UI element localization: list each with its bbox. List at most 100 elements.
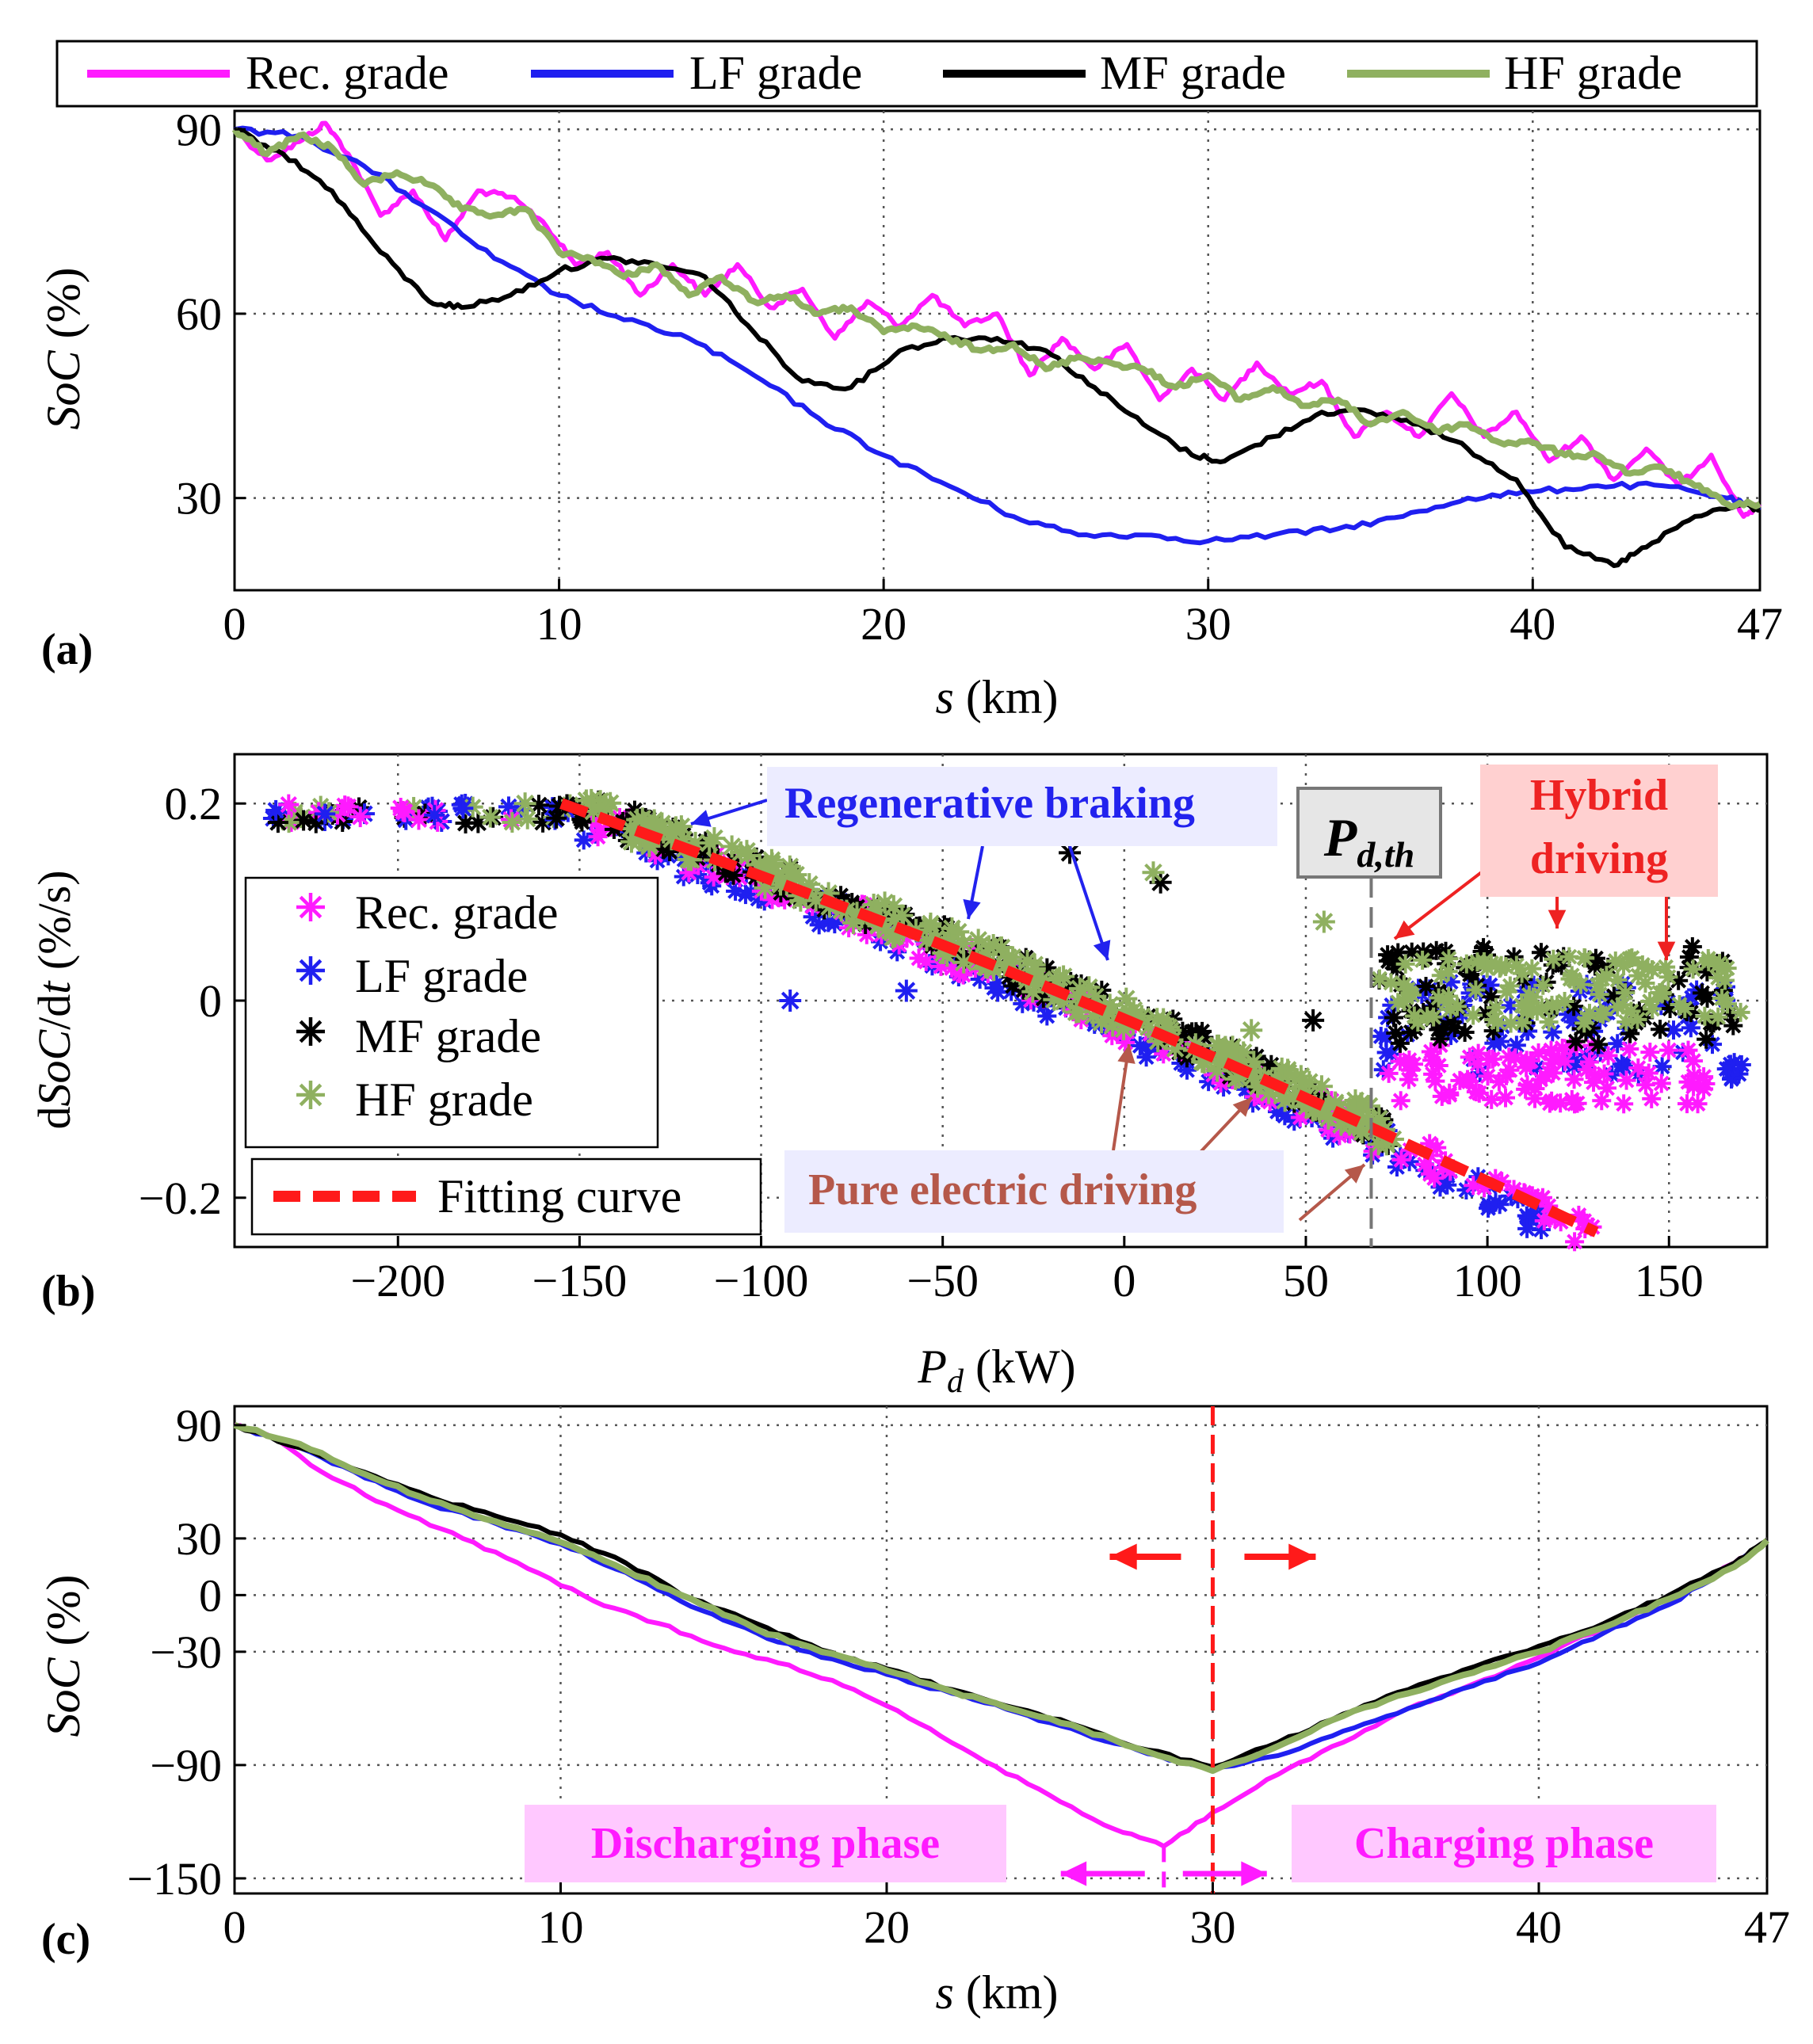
scatter-point-53	[338, 796, 359, 818]
scatter-point-1131	[1650, 982, 1670, 1002]
panel-b-label: (b)	[41, 1267, 95, 1316]
legend-b-mark-hf	[296, 1081, 325, 1109]
scatter-point-905	[1432, 1086, 1452, 1106]
scatter-point-1027	[1445, 1018, 1464, 1038]
legend-a-mf: MF grade	[1100, 47, 1286, 99]
panel-c-ytick-5: 90	[176, 1400, 222, 1451]
scatter-point-924	[1517, 1051, 1536, 1070]
panel-a-series-hf	[231, 127, 1761, 510]
scatter-point-1134	[1628, 966, 1648, 986]
regen-box	[767, 767, 1277, 846]
legend-b-fit: Fitting curve	[437, 1170, 681, 1222]
hybrid-arrow-2	[1548, 897, 1567, 929]
scatter-point-935	[1678, 1040, 1698, 1060]
scatter-point-936	[1577, 1060, 1597, 1080]
panel-c-ytick-4: 30	[176, 1513, 222, 1565]
scatter-point-69	[315, 803, 336, 825]
scatter-point-1106	[1613, 995, 1632, 1015]
scatter-point-858	[1614, 1094, 1634, 1114]
scatter-point-1113	[1477, 959, 1497, 978]
scatter-point-911	[1567, 1093, 1587, 1113]
scatter-point-1080	[1616, 983, 1636, 1003]
panel-a-ytick-1: 60	[176, 288, 222, 340]
scatter-point-965	[1697, 1029, 1716, 1049]
scatter-point-918	[1584, 1073, 1604, 1093]
panel-b-xtick-0: −200	[350, 1255, 445, 1306]
panel-b-xtick-5: 50	[1283, 1255, 1329, 1306]
panel-c-frame	[233, 1405, 1769, 1895]
scatter-point-1052	[1500, 976, 1520, 996]
scatter-point-939	[1555, 1051, 1575, 1071]
scatter-point-1133	[1527, 1001, 1547, 1021]
scatter-point-1112	[1698, 949, 1718, 969]
scatter-point-968	[1650, 1020, 1670, 1039]
scatter-point-1062	[1522, 959, 1542, 978]
scatter-point-937	[1525, 1089, 1545, 1108]
scatter-point-1144	[1302, 1009, 1325, 1032]
scatter-point-926	[1684, 1066, 1704, 1086]
scatter-point-1003	[1693, 983, 1712, 1003]
scatter-point-826	[1652, 1057, 1672, 1077]
scatter-point-675	[891, 904, 914, 927]
panel-b-ytick-1: 0	[199, 975, 222, 1027]
scatter-point-1057	[1395, 954, 1415, 974]
panel-c-ylabel: SoC (%)	[37, 1575, 90, 1737]
scatter-point-1132	[1708, 1007, 1728, 1027]
legend-b-star-hf	[296, 1081, 325, 1109]
panel-b-xtick-7: 150	[1635, 1255, 1704, 1306]
scatter-point-1148	[513, 792, 536, 815]
regen-arrow-2	[963, 845, 984, 920]
scatter-point-1128	[1675, 998, 1695, 1018]
panel-b-legend: Rec. grade LF grade MF grade HF grade Fi…	[244, 876, 762, 1236]
legend-b-lf: LF grade	[355, 950, 528, 1002]
scatter-point-1071	[1413, 950, 1433, 970]
scatter-point-907	[1499, 1047, 1519, 1067]
pure-arrow-1	[1112, 1043, 1136, 1151]
scatter-point-1147	[1240, 1019, 1263, 1042]
scatter-point-284	[1415, 1154, 1435, 1174]
panel-c-xtick-2: 20	[864, 1901, 910, 1953]
scatter-point-854	[1678, 1094, 1697, 1114]
panel-a-xtick-5: 47	[1737, 598, 1783, 650]
scatter-point-1065	[1628, 1009, 1647, 1029]
panel-a-xtick-1: 10	[536, 598, 582, 650]
scatter-point-1079	[1559, 947, 1579, 967]
scatter-point-934	[1468, 1054, 1487, 1073]
scatter-point-726	[1052, 965, 1075, 988]
legend-b-star-mf	[296, 1017, 325, 1046]
scatter-point-1138	[1577, 1008, 1597, 1028]
scatter-point-68	[394, 801, 415, 822]
panel-a-ylabel: SoC (%)	[37, 268, 90, 430]
scatter-point-882	[1658, 1040, 1678, 1060]
legend-b-frame	[244, 876, 659, 1149]
scatter-point-929	[1540, 1093, 1559, 1113]
panel-c-series-hf	[233, 1422, 1769, 1775]
scatter-point-1061	[1466, 980, 1486, 1000]
pure-box	[784, 1150, 1284, 1233]
divider-arrow-right	[1244, 1543, 1316, 1570]
regen-arrow-1	[690, 799, 768, 827]
panel-c-ytick-3: 0	[199, 1569, 222, 1621]
scatter-point-1118	[1533, 975, 1553, 995]
panel-a-xtick-2: 20	[861, 598, 906, 650]
scatter-point-1104	[1542, 995, 1562, 1015]
scatter-point-1048	[1486, 997, 1506, 1017]
panel-b-xtick-4: 0	[1113, 1255, 1136, 1306]
panel-c-xtick-3: 30	[1189, 1901, 1235, 1953]
panel-c-series-rec	[234, 1422, 1769, 1849]
scatter-point-1060	[1590, 985, 1609, 1005]
panel-a-label: (a)	[41, 625, 93, 674]
rec-arrow-right	[1182, 1861, 1267, 1886]
panel-a-xtick-0: 0	[223, 598, 246, 650]
scatter-point-1140	[779, 990, 802, 1012]
scatter-point-637	[1002, 946, 1025, 969]
panel-c-xlabel: s (km)	[936, 1966, 1059, 2019]
panel-a-legend: Rec. grade LF grade MF grade HF grade	[55, 40, 1758, 108]
scatter-point-65	[408, 809, 429, 830]
scatter-point-261	[916, 951, 936, 971]
scatter-point-50	[452, 798, 474, 819]
scatter-point-927	[1636, 1075, 1655, 1095]
scatter-point-1015	[1416, 977, 1436, 997]
scatter-point-1103	[1616, 1012, 1636, 1032]
